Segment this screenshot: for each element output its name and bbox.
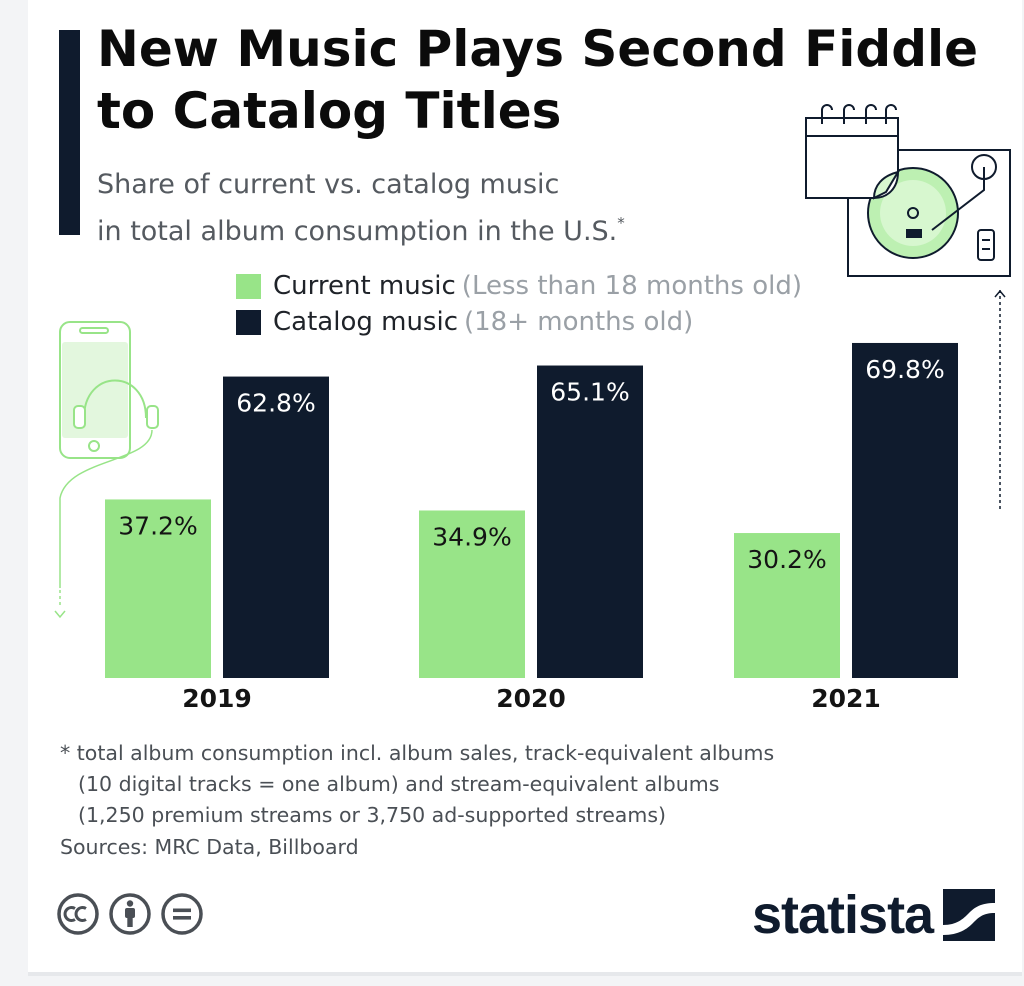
value-label-current-2019: 37.2%	[118, 511, 197, 540]
chart-subtitle: Share of current vs. catalog music in to…	[97, 166, 737, 251]
legend-label-catalog: Catalog music	[273, 307, 458, 337]
bar-current-2019	[105, 499, 211, 678]
value-label-catalog-2021: 69.8%	[865, 355, 944, 384]
bar-catalog-2020	[537, 365, 643, 678]
legend-note-current: (Less than 18 months old)	[461, 271, 802, 301]
smartphone-headphones-icon	[54, 321, 159, 619]
no-derivatives-icon[interactable]	[160, 892, 204, 936]
footnote-line-3: (1,250 premium streams or 3,750 ad-suppo…	[78, 803, 667, 827]
legend-item-current: Current music (Less than 18 months old)	[236, 268, 802, 304]
attribution-icon[interactable]	[108, 892, 152, 936]
statista-logo: statista	[752, 884, 996, 946]
value-label-catalog-2020: 65.1%	[550, 378, 629, 407]
turntable-calendar-illustration	[805, 104, 1011, 510]
subtitle-line-1: Share of current vs. catalog music	[97, 169, 560, 200]
legend-note-catalog: (18+ months old)	[463, 307, 694, 337]
cc-icon[interactable]	[56, 892, 100, 936]
x-tick-label-2019: 2019	[182, 684, 252, 713]
legend-swatch-current	[236, 273, 261, 299]
card-shadow	[28, 972, 1022, 976]
footnote-line-2: (10 digital tracks = one album) and stre…	[78, 772, 720, 796]
license-icons	[56, 892, 204, 936]
subtitle-line-2: in total album consumption in the U.S.	[97, 216, 618, 247]
legend-item-catalog: Catalog music (18+ months old)	[236, 304, 802, 340]
bar-catalog-2021	[852, 342, 958, 678]
legend: Current music (Less than 18 months old) …	[236, 268, 802, 340]
x-tick-label-2020: 2020	[496, 684, 566, 713]
legend-swatch-catalog	[236, 309, 261, 335]
subtitle-footnote-mark: *	[617, 214, 625, 232]
bar-current-2021	[734, 533, 840, 678]
chart-title: New Music Plays Second Fiddle to Catalog…	[97, 20, 979, 140]
legend-label-current: Current music	[273, 271, 456, 301]
brand-name: statista	[752, 885, 934, 945]
bar-current-2020	[419, 510, 525, 678]
bar-catalog-2019	[223, 376, 329, 678]
footnote: * total album consumption incl. album sa…	[60, 738, 960, 831]
statista-logo-icon	[943, 889, 996, 941]
calendar-icon	[805, 104, 901, 200]
title-accent-bar	[59, 30, 80, 235]
x-tick-label-2021: 2021	[811, 684, 881, 713]
footnote-line-1: * total album consumption incl. album sa…	[60, 741, 775, 765]
value-label-current-2021: 30.2%	[747, 545, 826, 574]
source-text: Sources: MRC Data, Billboard	[60, 835, 359, 859]
value-label-catalog-2019: 62.8%	[236, 389, 315, 418]
value-label-current-2020: 34.9%	[432, 522, 511, 551]
